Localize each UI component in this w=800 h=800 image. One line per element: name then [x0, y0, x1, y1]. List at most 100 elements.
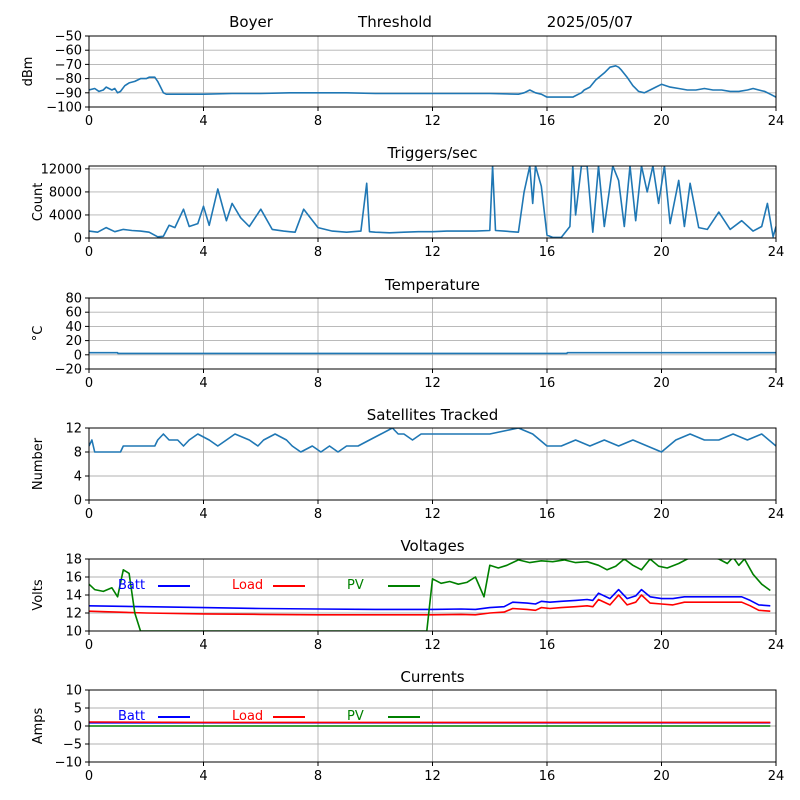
x-tick-label: 24	[768, 245, 785, 260]
y-axis-label: Volts	[31, 579, 46, 611]
x-tick-label: 8	[314, 245, 322, 260]
y-tick-label: 40	[65, 320, 82, 335]
x-tick-label: 8	[314, 114, 322, 129]
series-line-temperature	[89, 351, 776, 355]
panel-title: Temperature	[384, 276, 480, 294]
panel-title: Voltages	[400, 537, 464, 555]
x-tick-label: 16	[539, 507, 556, 522]
x-tick-label: 16	[539, 769, 556, 784]
panel-title: Triggers/sec	[387, 144, 478, 162]
series-line-triggers	[89, 166, 776, 238]
y-tick-label: −5	[63, 738, 82, 753]
y-tick-label: −100	[46, 101, 82, 116]
y-tick-label: −60	[55, 44, 82, 59]
legend-label-batt: Batt	[118, 709, 145, 724]
y-tick-label: 4	[74, 470, 82, 485]
series-line-batt	[89, 588, 771, 611]
header-mode: Threshold	[357, 13, 432, 31]
y-tick-label: 4000	[49, 208, 82, 223]
y-tick-label: 10	[65, 625, 82, 640]
x-tick-label: 20	[653, 507, 670, 522]
y-tick-label: 16	[65, 571, 82, 586]
legend-label-load: Load	[232, 578, 263, 593]
legend-label-pv: PV	[347, 578, 364, 593]
header-station: Boyer	[229, 13, 274, 31]
x-tick-label: 8	[314, 376, 322, 391]
x-tick-label: 20	[653, 376, 670, 391]
legend-label-batt: Batt	[118, 578, 145, 593]
x-tick-label: 8	[314, 507, 322, 522]
y-tick-label: 10	[65, 684, 82, 699]
x-tick-label: 12	[424, 507, 441, 522]
y-axis-label: Number	[31, 437, 46, 490]
x-tick-label: 12	[424, 114, 441, 129]
x-tick-label: 24	[768, 638, 785, 653]
y-tick-label: 60	[65, 306, 82, 321]
y-axis-label: Count	[31, 183, 46, 222]
y-tick-label: −50	[55, 30, 82, 45]
x-tick-label: 24	[768, 114, 785, 129]
panel-currents: 0 4 8 12 16 20 24 −10 −5 0 5 10 Amps Currents Batt Load…	[31, 668, 784, 784]
x-tick-label: 0	[85, 114, 93, 129]
y-tick-label: −70	[55, 58, 82, 73]
y-tick-label: 80	[65, 292, 82, 307]
y-tick-label: 0	[74, 232, 82, 247]
y-tick-label: 8000	[49, 185, 82, 200]
x-tick-label: 4	[199, 114, 207, 129]
x-tick-label: 4	[199, 638, 207, 653]
y-tick-label: −10	[55, 756, 82, 771]
x-tick-label: 20	[653, 114, 670, 129]
x-tick-label: 24	[768, 376, 785, 391]
x-tick-label: 12	[424, 638, 441, 653]
series-line-noise	[89, 65, 776, 98]
legend-label-pv: PV	[347, 709, 364, 724]
y-tick-label: 5	[74, 702, 82, 717]
y-tick-label: 0	[74, 348, 82, 363]
series-line-satellites	[89, 428, 776, 453]
x-tick-label: 4	[199, 376, 207, 391]
panel-title: Currents	[400, 668, 464, 686]
series-line-pv	[89, 559, 771, 631]
y-tick-label: −20	[55, 363, 82, 378]
y-tick-label: 12	[65, 422, 82, 437]
panel-title: Satellites Tracked	[367, 406, 498, 424]
x-tick-label: 16	[539, 638, 556, 653]
y-tick-label: 20	[65, 334, 82, 349]
panel-satellites: 0 4 8 12 16 20 24 0 4 8 12 Number Satellites Tracked	[31, 406, 784, 522]
y-tick-label: 18	[65, 553, 82, 568]
x-tick-label: 16	[539, 376, 556, 391]
x-tick-label: 0	[85, 507, 93, 522]
legend-label-load: Load	[232, 709, 263, 724]
x-tick-label: 4	[199, 769, 207, 784]
x-tick-label: 20	[653, 769, 670, 784]
x-tick-label: 16	[539, 245, 556, 260]
y-tick-label: 12000	[41, 162, 82, 177]
x-tick-label: 0	[85, 376, 93, 391]
y-axis-label: Amps	[31, 707, 46, 744]
panel-triggers: 0 4 8 12 16 20 24 0 4000 8000 12000 Count Triggers/s…	[31, 144, 784, 260]
y-tick-label: −90	[55, 86, 82, 101]
y-tick-label: 0	[74, 720, 82, 735]
x-tick-label: 16	[539, 114, 556, 129]
y-tick-label: 0	[74, 494, 82, 509]
x-tick-label: 0	[85, 638, 93, 653]
x-tick-label: 0	[85, 245, 93, 260]
x-tick-label: 0	[85, 769, 93, 784]
x-tick-label: 12	[424, 376, 441, 391]
y-tick-label: 12	[65, 607, 82, 622]
x-tick-label: 8	[314, 638, 322, 653]
panel-voltages: 0 4 8 12 16 20 24 10 12 14 16 18 Volts Voltages Batt Lo…	[31, 537, 784, 653]
panel-noise: 0 4 8 12 16 20 24 −100−90−80−70−60−50 dBm	[21, 30, 784, 130]
series-line-load	[89, 594, 771, 616]
x-tick-label: 12	[424, 245, 441, 260]
header-date: 2025/05/07	[547, 13, 633, 31]
x-tick-label: 8	[314, 769, 322, 784]
x-tick-label: 12	[424, 769, 441, 784]
x-tick-label: 4	[199, 245, 207, 260]
y-tick-label: −80	[55, 72, 82, 87]
y-axis-label: dBm	[21, 57, 36, 87]
x-tick-label: 24	[768, 507, 785, 522]
